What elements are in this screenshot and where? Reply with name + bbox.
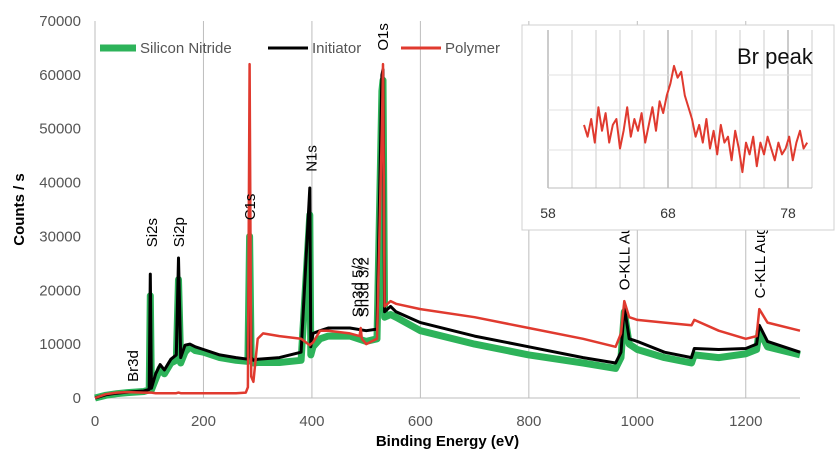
legend-label: Initiator [312,40,361,57]
inset-frame [521,24,835,231]
y-tick-label: 0 [73,390,81,407]
y-tick-label: 40000 [39,175,81,192]
main-tick-labels: 0 200 400 600 800 1000 1200 0 10000 20000 30000 400… [39,13,762,430]
series-line-initiator [94,68,801,400]
inset-x-tick-label: 78 [780,205,796,221]
y-tick-label: 60000 [39,67,81,84]
inset-x-tick-label: 68 [660,205,676,221]
x-axis-title: Binding Energy (eV) [376,433,519,450]
x-tick-label: 1000 [621,413,654,430]
y-axis-title: Counts / s [11,173,28,246]
main-axes [94,21,800,399]
br-peak-inset: 58 68 78 Br peak [521,24,835,231]
peak-label: C-KLL Auger [752,213,769,298]
peak-label: Si2p [171,217,188,247]
y-tick-label: 70000 [39,13,81,30]
inset-tick-labels: 58 68 78 [540,205,796,221]
x-tick-label: 400 [299,413,324,430]
inset-grid [547,30,813,189]
peak-label: Si2s [144,218,161,247]
x-tick-label: 800 [516,413,541,430]
x-tick-label: 600 [408,413,433,430]
x-tick-label: 0 [91,413,99,430]
x-tick-label: 200 [191,413,216,430]
y-tick-label: 20000 [39,282,81,299]
peak-label: C1s [242,194,259,221]
inset-series-line [583,64,809,174]
inset-x-tick-label: 58 [540,205,556,221]
x-tick-label: 1200 [729,413,762,430]
peak-label: Sn3d 5/2 [349,257,366,317]
peak-label: N1s [303,145,320,172]
inset-series [583,64,809,174]
inset-title: Br peak [737,44,814,69]
series-line-polymer [94,62,801,400]
legend-label: Silicon Nitride [140,40,232,57]
legend-label: Polymer [445,40,500,57]
y-tick-label: 50000 [39,121,81,138]
series-line-silicon-nitride [94,76,801,402]
peak-label: Sn3d 3/2 [355,257,372,317]
y-tick-label: 10000 [39,336,81,353]
y-tick-label: 30000 [39,228,81,245]
peak-label: O1s [375,23,392,51]
peak-label: Br3d [125,350,142,382]
legend: Silicon Nitride Initiator Polymer [100,40,500,57]
main-series [94,62,801,402]
